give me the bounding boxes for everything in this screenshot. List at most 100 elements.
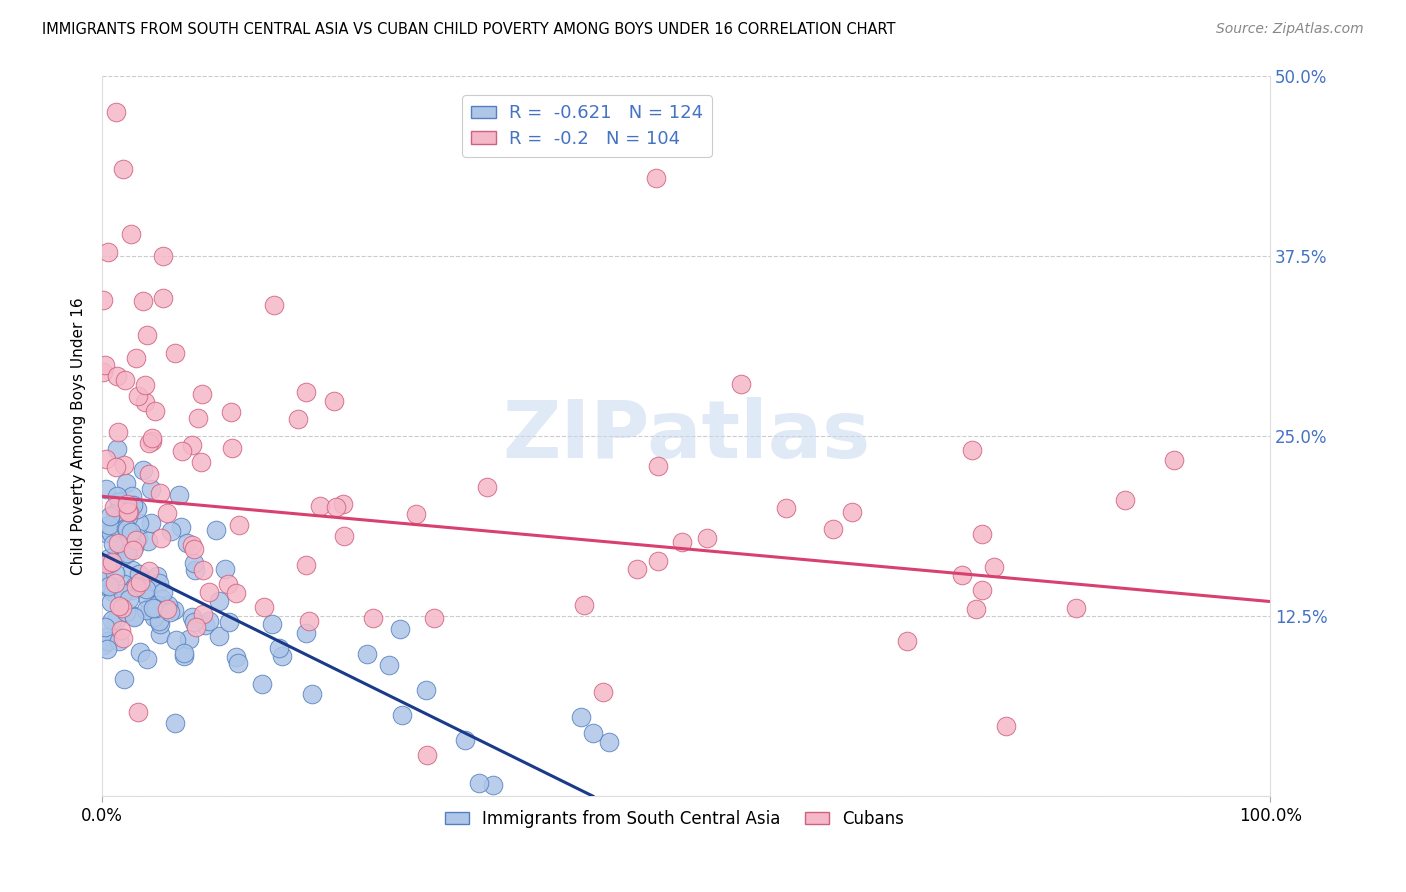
Point [96,557,118,571]
Point [477,480,499,494]
Point [141,431,163,445]
Point [163,603,186,617]
Point [267,640,290,655]
Point [93,639,115,653]
Point [125,580,148,594]
Point [127,705,149,719]
Point [198,584,221,599]
Point [96,525,118,540]
Point [148,614,170,628]
Point [105,442,128,457]
Point [121,489,143,503]
Point [121,542,143,557]
Point [150,591,173,606]
Point [104,576,127,591]
Point [136,534,159,549]
Point [124,533,146,547]
Point [139,600,162,615]
Point [117,591,139,606]
Point [415,747,437,762]
Point [93,574,115,589]
Point [165,716,187,731]
Point [176,536,198,550]
Point [775,500,797,515]
Point [152,584,174,599]
Point [98,557,121,571]
Point [121,582,143,597]
Point [128,567,150,582]
Point [253,600,276,615]
Point [97,634,120,648]
Point [252,677,274,691]
Point [582,725,605,739]
Point [135,652,157,666]
Point [120,524,142,539]
Point [194,617,217,632]
Point [98,508,121,523]
Point [152,291,174,305]
Point [112,577,135,591]
Point [823,522,845,536]
Point [647,554,669,568]
Point [114,537,136,551]
Point [218,615,240,629]
Point [356,647,378,661]
Point [225,586,247,600]
Point [128,516,150,530]
Point [468,776,491,790]
Point [98,630,121,644]
Point [205,524,228,538]
Point [104,506,127,520]
Point [626,562,648,576]
Point [287,412,309,426]
Point [173,649,195,664]
Point [101,537,124,551]
Point [110,495,132,509]
Point [93,520,115,534]
Point [124,351,146,365]
Point [960,442,983,457]
Point [124,578,146,592]
Point [263,297,285,311]
Point [167,488,190,502]
Point [103,500,125,515]
Point [121,563,143,577]
Point [115,533,138,548]
Point [152,249,174,263]
Point [1064,601,1087,615]
Point [138,467,160,481]
Point [112,162,135,177]
Point [260,617,283,632]
Point [730,376,752,391]
Point [115,523,138,537]
Point [105,104,128,119]
Point [107,425,129,439]
Point [970,527,993,541]
Point [112,458,135,472]
Point [482,778,505,792]
Point [896,634,918,648]
Point [94,482,117,496]
Point [96,642,118,657]
Point [193,607,215,621]
Point [110,623,132,637]
Point [93,293,115,308]
Point [134,395,156,409]
Point [970,582,993,597]
Point [841,505,863,519]
Y-axis label: Child Poverty Among Boys Under 16: Child Poverty Among Boys Under 16 [72,297,86,574]
Point [198,614,221,628]
Point [208,593,231,607]
Point [111,539,134,553]
Point [118,525,141,540]
Point [177,632,200,646]
Point [107,535,129,549]
Point [135,603,157,617]
Point [298,615,321,629]
Point [112,549,135,563]
Point [181,538,204,552]
Text: IMMIGRANTS FROM SOUTH CENTRAL ASIA VS CUBAN CHILD POVERTY AMONG BOYS UNDER 16 CO: IMMIGRANTS FROM SOUTH CENTRAL ASIA VS CU… [42,22,896,37]
Point [121,498,143,512]
Point [294,385,316,400]
Point [101,555,124,569]
